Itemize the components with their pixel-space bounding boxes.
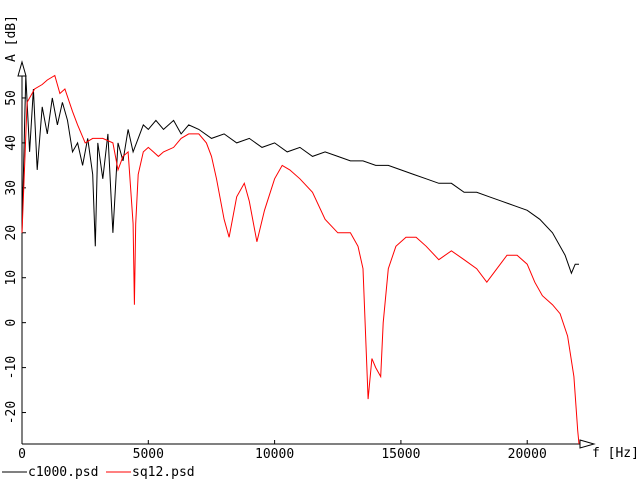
- y-tick-label-0: -20: [4, 401, 19, 424]
- y-tick-label-6: 40: [4, 135, 19, 151]
- y-axis-label: A [dB]: [4, 15, 19, 62]
- series-line-c1000-psd: [21, 75, 579, 275]
- x-axis-label: f [Hz]: [592, 446, 639, 461]
- axes: f [Hz] A [dB]: [4, 15, 639, 461]
- y-tick-label-7: 50: [4, 90, 19, 106]
- legend-label-1: sq12.psd: [132, 465, 195, 480]
- x-tick-label-2: 10000: [255, 447, 294, 462]
- legend-label-0: c1000.psd: [28, 465, 98, 480]
- legend: c1000.psd sq12.psd: [2, 465, 195, 480]
- y-tick-label-2: 0: [4, 319, 19, 327]
- series-line-sq12-psd: [21, 74, 580, 445]
- y-tick-label-1: -10: [4, 356, 19, 379]
- x-tick-label-0: 0: [18, 447, 26, 462]
- x-tick-label-3: 15000: [381, 447, 420, 462]
- y-tick-label-5: 30: [4, 180, 19, 196]
- x-tick-label-1: 5000: [133, 447, 164, 462]
- series-group: [21, 74, 580, 445]
- y-axis-arrow: [17, 60, 27, 77]
- ticks: 0 5000 10000 15000 20000 -20 -10 0 10 20 30 40 50: [4, 90, 547, 462]
- x-axis-arrow: [579, 439, 596, 449]
- y-tick-label-3: 10: [4, 270, 19, 286]
- x-tick-label-4: 20000: [508, 447, 547, 462]
- y-tick-label-4: 20: [4, 225, 19, 241]
